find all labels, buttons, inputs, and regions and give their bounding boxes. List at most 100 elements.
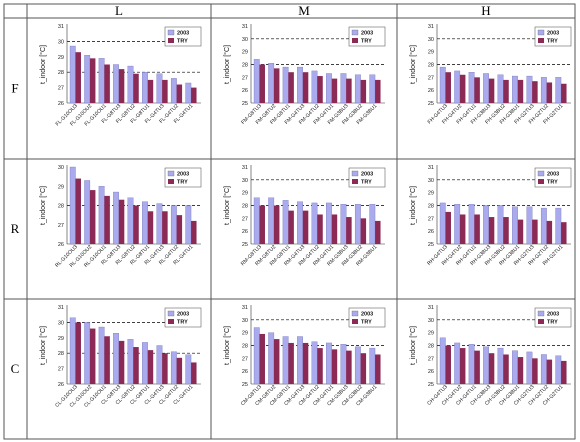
bar-try [561,83,567,103]
bar-try [503,79,509,103]
bar-2003 [170,78,177,104]
bar-2003 [69,166,76,245]
legend-label-2003: 2003 [177,312,189,318]
y-tick-label: 28 [242,204,248,210]
bar-2003 [512,206,518,245]
bar-2003 [468,204,475,245]
y-tick-label: 31 [428,165,434,171]
bar-try [133,73,139,103]
bar-2003 [185,354,192,385]
column-header: H [481,3,490,18]
bar-2003 [69,317,76,385]
legend-label-try: TRY [361,320,372,326]
y-tick-label: 31 [58,305,64,311]
y-axis-label: t_indoor [°C] [39,45,47,84]
legend-label-2003: 2003 [361,172,373,178]
y-tick-label: 26 [58,242,64,248]
bar-2003 [98,58,105,104]
bar-try [288,72,294,103]
legend-label-try: TRY [547,320,558,326]
y-tick-label: 26 [428,229,434,235]
legend-swatch-2003 [351,170,359,177]
row-header: C [11,361,20,376]
y-axis-label: t_indoor [°C] [39,186,47,225]
y-tick-label: 29 [58,336,64,342]
y-tick-label: 27 [428,356,434,362]
column-header: M [298,3,310,18]
bar-try [89,58,96,103]
row-header: F [11,81,18,96]
bar-try [445,211,451,244]
bar-2003 [512,75,518,104]
y-tick-label: 29 [58,55,64,61]
y-tick-label: 31 [242,165,248,171]
bar-2003 [84,55,91,104]
y-tick-label: 30 [428,318,434,324]
bar-try [375,79,381,103]
y-tick-label: 27 [242,356,248,362]
bar-try [104,195,110,244]
y-tick-label: 31 [242,305,248,311]
y-tick-label: 30 [428,37,434,43]
bar-2003 [468,344,475,385]
legend-swatch-2003 [351,310,359,317]
y-tick-label: 29 [58,184,64,190]
y-tick-label: 28 [428,344,434,350]
y-tick-label: 30 [242,178,248,184]
bar-2003 [142,342,148,385]
bar-try [346,217,352,244]
bar-2003 [512,350,518,385]
bar-try [532,81,538,103]
y-tick-label: 26 [242,88,248,94]
legend-swatch-try [168,319,174,324]
bar-2003 [268,63,275,104]
legend-label-2003: 2003 [547,31,559,37]
bar-2003 [340,204,347,245]
bar-try [302,210,309,244]
y-tick-label: 30 [58,165,64,171]
legend-label-2003: 2003 [547,312,559,318]
bar-2003 [369,204,376,245]
bar-try [317,214,323,244]
bar-2003 [282,200,289,245]
legend-label-try: TRY [361,39,372,45]
column-header: L [115,3,123,18]
bar-2003 [156,203,163,245]
legend-swatch-try [168,179,174,184]
legend-label-2003: 2003 [361,312,373,318]
bar-try [162,79,168,103]
bar-2003 [483,346,489,385]
y-tick-label: 27 [58,367,64,373]
bar-2003 [185,82,192,104]
y-tick-label: 25 [428,382,434,388]
bar-2003 [326,342,332,385]
bar-2003 [369,74,376,104]
y-tick-label: 26 [58,382,64,388]
bar-try [346,350,352,384]
bar-2003 [369,347,376,385]
bar-2003 [142,201,148,245]
bar-try [176,84,183,103]
bar-2003 [297,336,303,385]
bar-try [162,211,168,244]
y-tick-label: 29 [242,331,248,337]
bar-2003 [282,336,289,385]
legend-swatch-2003 [351,29,359,36]
y-tick-label: 26 [428,369,434,375]
y-axis-label: t_indoor [°C] [223,186,231,225]
y-tick-label: 29 [428,191,434,197]
bar-try [302,342,309,384]
y-tick-label: 28 [242,344,248,350]
legend-label-try: TRY [361,180,372,186]
bar-try [517,219,524,244]
y-tick-label: 26 [58,101,64,107]
y-tick-label: 25 [242,101,248,107]
bar-try [147,211,154,244]
bar-2003 [170,205,177,245]
bar-try [561,360,567,384]
